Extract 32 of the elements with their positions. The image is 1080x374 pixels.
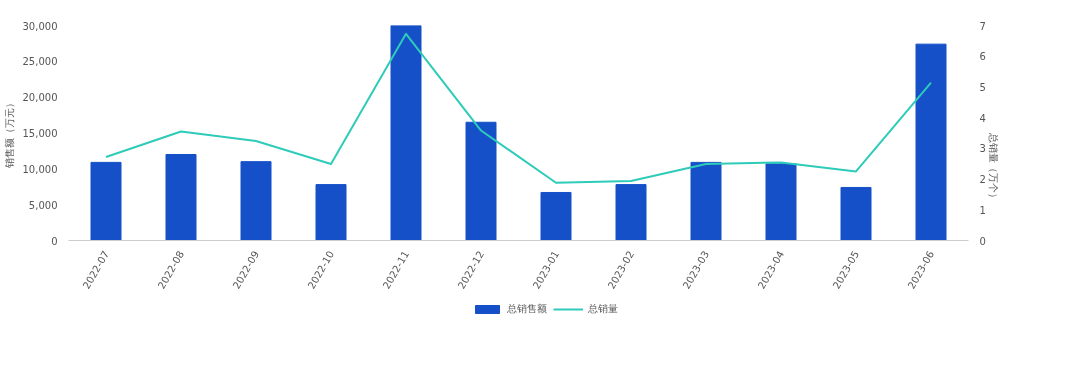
- bar: [765, 163, 797, 241]
- y-tick-label: 5,000: [28, 199, 58, 211]
- legend-label: 总销量: [587, 302, 618, 316]
- y2-tick-label: 6: [979, 51, 986, 63]
- bar: [390, 25, 422, 241]
- y2-tick-label: 2: [979, 174, 986, 186]
- y-axis-title: 销售额（万元）: [3, 98, 15, 169]
- y-tick-label: 15,000: [22, 128, 58, 139]
- y-tick-label: 25,000: [22, 56, 58, 68]
- bar: [915, 43, 947, 241]
- y-tick-label: 20,000: [22, 92, 58, 104]
- y2-axis-title: 总销量（万个）: [988, 132, 1000, 203]
- bar: [90, 161, 122, 241]
- bar: [615, 184, 647, 241]
- y2-tick-label: 7: [979, 20, 986, 32]
- line-series: [105, 32, 932, 184]
- y-tick-label: 10,000: [22, 163, 58, 175]
- y2-tick-label: 3: [979, 143, 986, 155]
- bar: [840, 186, 872, 241]
- bar: [465, 121, 497, 241]
- bar: [690, 161, 722, 241]
- bar: [240, 161, 272, 241]
- y2-tick-label: 1: [979, 204, 986, 216]
- y2-tick-label: 0: [979, 235, 986, 247]
- y-tick-label: 0: [51, 235, 58, 247]
- bar: [540, 191, 572, 241]
- y-tick-label: 30,000: [22, 20, 58, 32]
- bar: [165, 154, 197, 241]
- legend-label: 总销售额: [506, 302, 547, 316]
- y2-tick-label: 4: [979, 112, 986, 124]
- y2-tick-label: 5: [979, 81, 986, 93]
- bar: [315, 184, 347, 241]
